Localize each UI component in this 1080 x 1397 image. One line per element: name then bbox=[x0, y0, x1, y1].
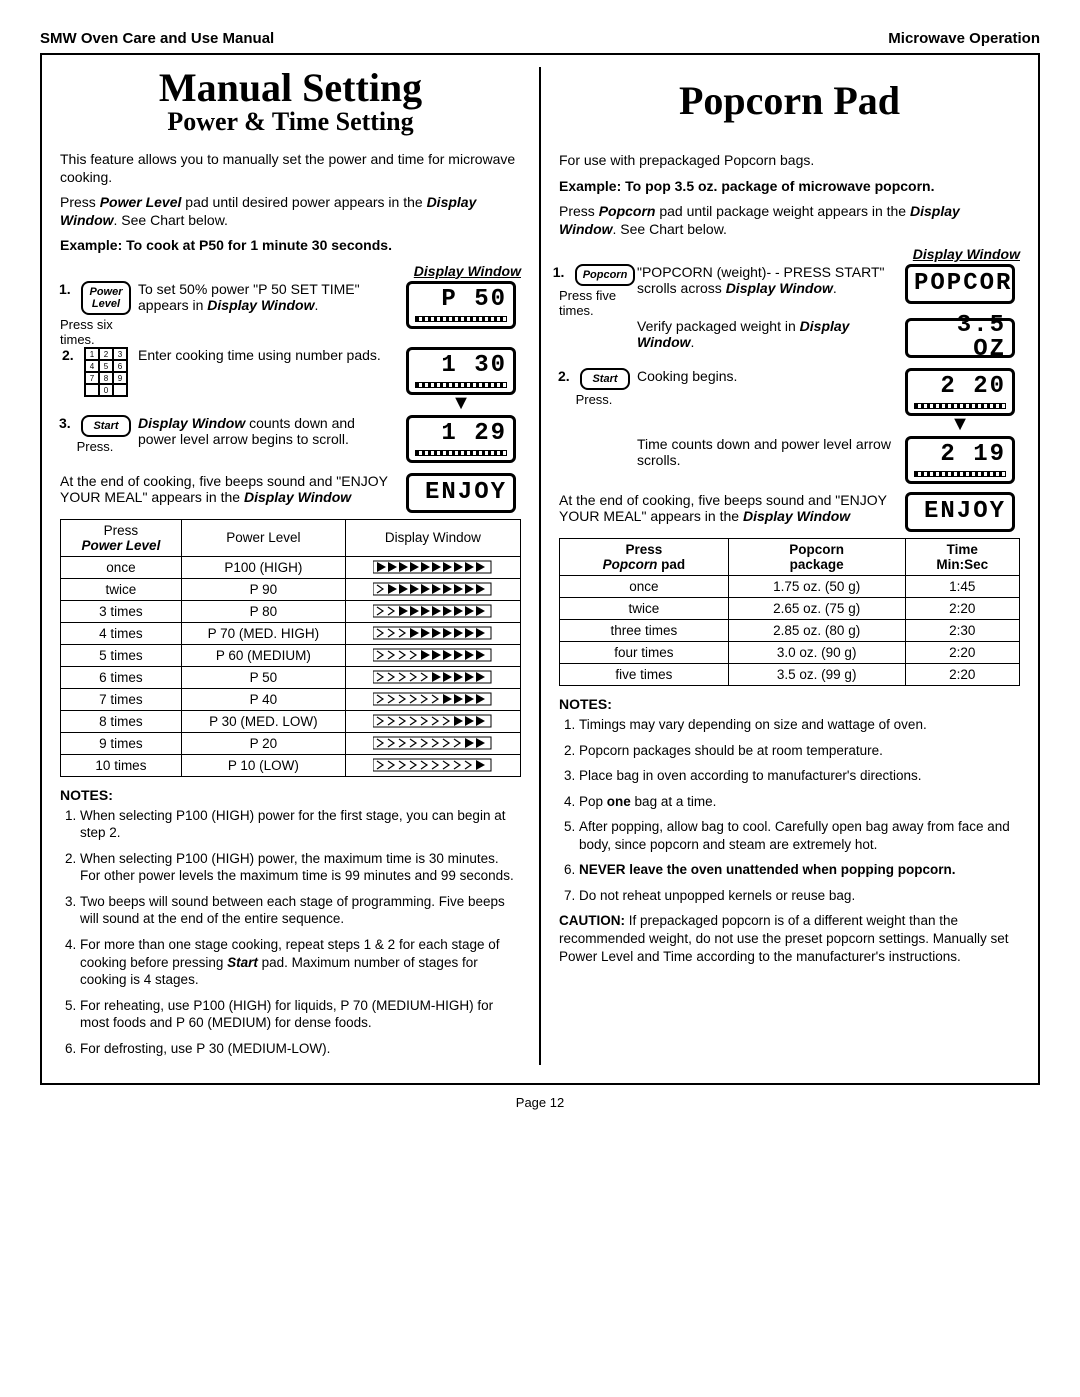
lcd-130: 1 30 bbox=[406, 347, 516, 395]
right-notes: Timings may vary depending on size and w… bbox=[559, 716, 1020, 904]
table-row: 6 timesP 50 bbox=[61, 666, 521, 688]
arrow-down-icon: ▼ bbox=[451, 393, 471, 413]
lcd-p50: P 50 bbox=[406, 281, 516, 329]
left-notes-heading: NOTES: bbox=[60, 787, 521, 803]
list-item: Pop one bag at a time. bbox=[579, 793, 1020, 811]
table-row: twiceP 90 bbox=[61, 578, 521, 600]
left-example: Example: To cook at P50 for 1 minute 30 … bbox=[60, 237, 521, 255]
table-row: 9 timesP 20 bbox=[61, 732, 521, 754]
left-notes: When selecting P100 (HIGH) power for the… bbox=[60, 807, 521, 1058]
right-example: Example: To pop 3.5 oz. package of micro… bbox=[559, 178, 1020, 196]
right-step-1: 1. Popcorn Press five times. "POPCORN (w… bbox=[559, 264, 1020, 318]
right-title: Popcorn Pad bbox=[559, 77, 1020, 124]
page-number: Page 12 bbox=[40, 1095, 1040, 1110]
right-intro: For use with prepackaged Popcorn bags. bbox=[559, 152, 1020, 170]
table-row: three times2.85 oz. (80 g)2:30 bbox=[560, 620, 1020, 642]
left-column: Manual Setting Power & Time Setting This… bbox=[60, 67, 521, 1065]
table-row: twice2.65 oz. (75 g)2:20 bbox=[560, 598, 1020, 620]
lcd-enjoy-2: ENJOY bbox=[905, 492, 1015, 532]
number-keypad-icon: 123 456 789 0 bbox=[84, 347, 128, 397]
list-item: For more than one stage cooking, repeat … bbox=[80, 936, 521, 989]
page-frame: Manual Setting Power & Time Setting This… bbox=[40, 53, 1040, 1085]
list-item: Place bag in oven according to manufactu… bbox=[579, 767, 1020, 785]
right-end: At the end of cooking, five beeps sound … bbox=[559, 492, 1020, 532]
start-pad: Start bbox=[81, 415, 131, 437]
column-divider bbox=[539, 67, 541, 1065]
list-item: When selecting P100 (HIGH) power for the… bbox=[80, 807, 521, 842]
left-step-1: 1. Power Level Press six times. To set 5… bbox=[60, 281, 521, 347]
list-item: Popcorn packages should be at room tempe… bbox=[579, 742, 1020, 760]
table-row: five times3.5 oz. (99 g)2:20 bbox=[560, 664, 1020, 686]
lcd-popcor: POPCOR bbox=[905, 264, 1015, 304]
table-row: four times3.0 oz. (90 g)2:20 bbox=[560, 642, 1020, 664]
list-item: For reheating, use P100 (HIGH) for liqui… bbox=[80, 997, 521, 1032]
table-row: 3 timesP 80 bbox=[61, 600, 521, 622]
right-notes-heading: NOTES: bbox=[559, 696, 1020, 712]
right-column: Popcorn Pad For use with prepackaged Pop… bbox=[559, 67, 1020, 1065]
display-window-label-2: Display Window bbox=[559, 246, 1020, 262]
list-item: After popping, allow bag to cool. Carefu… bbox=[579, 818, 1020, 853]
left-intro-2: Press Power Level pad until desired powe… bbox=[60, 194, 521, 229]
right-step-2: 2. Start Press. Cooking begins. 2 20 ▼ bbox=[559, 368, 1020, 436]
right-step-1b: Verify packaged weight in Display Window… bbox=[559, 318, 1020, 358]
list-item: When selecting P100 (HIGH) power, the ma… bbox=[80, 850, 521, 885]
list-item: Timings may vary depending on size and w… bbox=[579, 716, 1020, 734]
list-item: Do not reheat unpopped kernels or reuse … bbox=[579, 887, 1020, 905]
left-title: Manual Setting bbox=[60, 67, 521, 109]
arrow-down-icon-2: ▼ bbox=[950, 414, 970, 434]
lcd-enjoy: ENJOY bbox=[406, 473, 516, 513]
popcorn-table: PressPopcorn pad Popcornpackage TimeMin:… bbox=[559, 538, 1020, 686]
left-end: At the end of cooking, five beeps sound … bbox=[60, 473, 521, 513]
power-level-pad: Power Level bbox=[81, 281, 131, 315]
table-row: once1.75 oz. (50 g)1:45 bbox=[560, 576, 1020, 598]
list-item: For defrosting, use P 30 (MEDIUM-LOW). bbox=[80, 1040, 521, 1058]
popcorn-pad: Popcorn bbox=[575, 264, 636, 286]
list-item: NEVER leave the oven unattended when pop… bbox=[579, 861, 1020, 879]
right-step-2b: Time counts down and power level arrow s… bbox=[559, 436, 1020, 484]
table-row: 4 timesP 70 (MED. HIGH) bbox=[61, 622, 521, 644]
table-row: 8 timesP 30 (MED. LOW) bbox=[61, 710, 521, 732]
header-right: Microwave Operation bbox=[888, 30, 1040, 47]
left-step-3: 3. Start Press. Display Window counts do… bbox=[60, 415, 521, 463]
table-row: 7 timesP 40 bbox=[61, 688, 521, 710]
power-level-table: PressPower Level Power Level Display Win… bbox=[60, 519, 521, 777]
lcd-219: 2 19 bbox=[905, 436, 1015, 484]
lcd-129: 1 29 bbox=[406, 415, 516, 463]
table-row: onceP100 (HIGH) bbox=[61, 556, 521, 578]
left-step-2: 2. 123 456 789 0 Enter cooking time usin… bbox=[60, 347, 521, 415]
caution-text: CAUTION: If prepackaged popcorn is of a … bbox=[559, 912, 1020, 965]
lcd-220: 2 20 bbox=[905, 368, 1015, 416]
start-pad-2: Start bbox=[580, 368, 630, 390]
table-row: 5 timesP 60 (MEDIUM) bbox=[61, 644, 521, 666]
lcd-35oz: 3.5 OZ bbox=[905, 318, 1015, 358]
display-window-label: Display Window bbox=[60, 263, 521, 279]
left-intro-1: This feature allows you to manually set … bbox=[60, 151, 521, 186]
right-press: Press Popcorn pad until package weight a… bbox=[559, 203, 1020, 238]
left-subtitle: Power & Time Setting bbox=[60, 107, 521, 137]
header-left: SMW Oven Care and Use Manual bbox=[40, 30, 274, 47]
list-item: Two beeps will sound between each stage … bbox=[80, 893, 521, 928]
page-header: SMW Oven Care and Use Manual Microwave O… bbox=[40, 30, 1040, 47]
table-row: 10 timesP 10 (LOW) bbox=[61, 754, 521, 776]
